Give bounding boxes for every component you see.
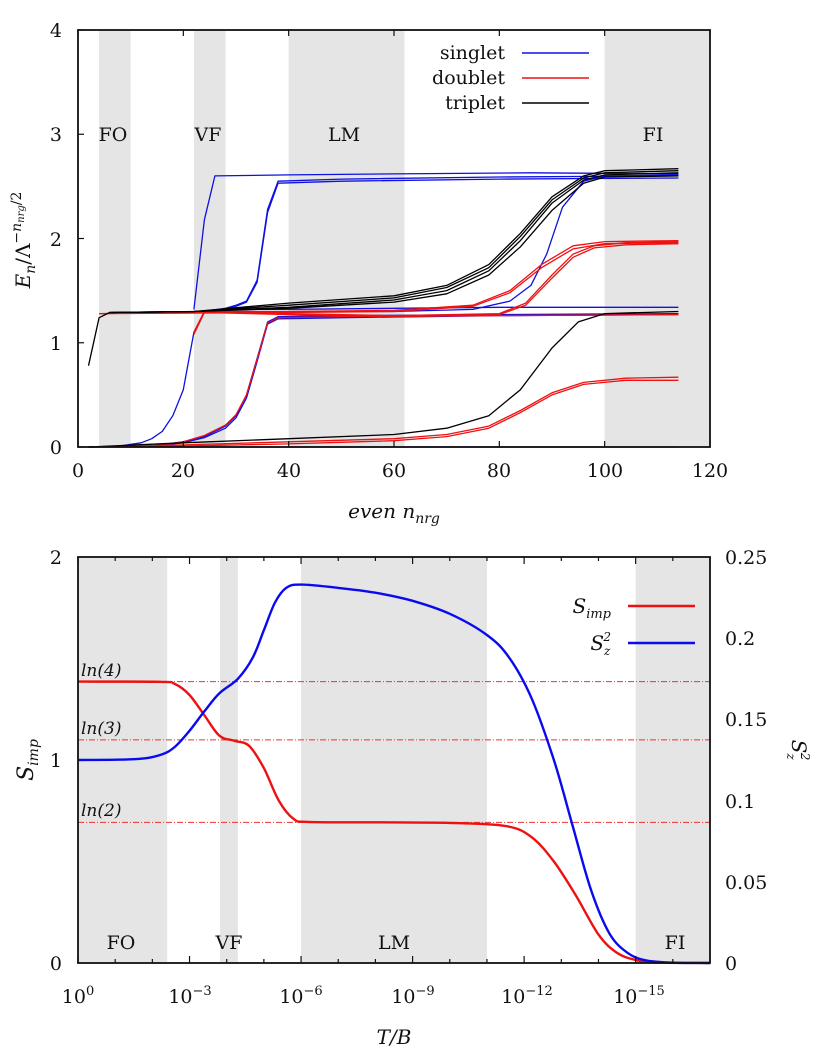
series-doublet	[88, 376, 679, 448]
x-tick-label: 10−12	[501, 984, 553, 1008]
x-tick-label: 20	[171, 460, 195, 482]
legend-label-doublet: doublet	[432, 67, 505, 89]
y-tick-label: 1	[50, 333, 62, 355]
y-axis-title: En/Λ−nnrg/2	[9, 192, 39, 290]
x-tick-label: 100	[62, 984, 94, 1008]
x-axis-title: T/B	[377, 1025, 412, 1049]
y2-tick-label: 0.2	[725, 628, 755, 650]
x-tick-label: 120	[692, 460, 728, 482]
x-tick-labels: 0 20 40 60 80 100 120	[72, 460, 728, 482]
regime-band-fi	[604, 30, 710, 447]
y-tick-label: 4	[50, 20, 62, 42]
x-tick-label: 80	[487, 460, 511, 482]
ln2-label: ln(2)	[81, 801, 121, 821]
axis-ticks	[77, 29, 711, 448]
entropy-chart: ln(4) ln(3) ln(2) 100 10−3 10−6 10−9 10−…	[14, 547, 812, 1049]
x-tick-label: 100	[587, 460, 623, 482]
series-doublet	[88, 379, 679, 448]
y-tick-labels-left: 0 1 2	[50, 547, 62, 975]
y-tick-label: 3	[50, 124, 62, 146]
series-doublet	[193, 240, 679, 333]
region-label-fi: FI	[643, 124, 664, 146]
series-simp	[77, 680, 711, 965]
legend: singlet doublet triplet	[432, 42, 589, 114]
y-tick-label: 0	[50, 437, 62, 459]
y2-tick-label: 0.05	[725, 872, 767, 894]
y-tick-labels-right: 0 0.05 0.1 0.15 0.2 0.25	[725, 547, 767, 975]
plot-frame	[77, 556, 711, 964]
x-tick-label: 10−15	[613, 984, 665, 1008]
series-triplet	[88, 310, 679, 448]
energy-flow-chart: 0 20 40 60 80 100 120 0 1 2 3 4 FO VF LM…	[9, 20, 728, 527]
region-labels: FO VF LM FI	[107, 932, 686, 954]
regime-band-lm	[288, 30, 405, 447]
y2-tick-label: 0.1	[725, 791, 755, 813]
y-tick-labels: 0 1 2 3 4	[50, 20, 62, 459]
region-label-vf: VF	[194, 124, 222, 146]
reference-line-labels: ln(4) ln(3) ln(2)	[81, 661, 121, 821]
y-axis-title-left: Simp	[14, 739, 42, 781]
region-label-lm: LM	[378, 932, 410, 954]
region-label-lm: LM	[328, 124, 360, 146]
series-triplet	[109, 172, 679, 314]
series-sz2	[77, 583, 711, 965]
legend-label-sz2: Sz2	[590, 630, 611, 658]
y2-tick-label: 0.25	[725, 547, 767, 569]
x-tick-label: 40	[277, 460, 301, 482]
regime-band-vf	[193, 30, 226, 447]
region-label-fo: FO	[107, 932, 136, 954]
x-tick-label: 10−3	[168, 984, 211, 1008]
legend-label-simp: Simp	[572, 594, 611, 622]
ln3-label: ln(3)	[81, 719, 121, 739]
axis-ticks	[77, 557, 711, 963]
x-tick-label: 10−6	[279, 984, 322, 1008]
legend-label-singlet: singlet	[440, 42, 506, 64]
series-singlet	[193, 172, 679, 310]
regime-band-vf	[220, 557, 238, 963]
regime-band-fi	[635, 557, 710, 963]
entropy-series	[77, 583, 711, 965]
region-labels: FO VF LM FI	[99, 124, 664, 146]
y2-tick-label: 0	[725, 953, 737, 975]
regime-bands	[78, 557, 710, 963]
legend-label-triplet: triplet	[445, 92, 505, 114]
region-label-fi: FI	[665, 932, 686, 954]
y-axis-title-right: Sz2	[784, 740, 812, 761]
series-doublet	[193, 243, 679, 335]
legend: Simp Sz2	[572, 594, 695, 658]
y-tick-label: 2	[50, 229, 62, 251]
x-tick-label: 10−9	[391, 984, 434, 1008]
y-tick-label: 2	[50, 547, 62, 569]
series-triplet	[109, 175, 679, 314]
x-axis-title: even nnrg	[348, 499, 440, 527]
regime-bands	[99, 30, 710, 447]
x-tick-label: 0	[72, 460, 84, 482]
x-tick-labels: 100 10−3 10−6 10−9 10−12 10−15	[62, 984, 665, 1008]
region-label-fo: FO	[99, 124, 128, 146]
series-singlet	[88, 306, 679, 448]
ln4-label: ln(4)	[81, 661, 121, 681]
region-label-vf: VF	[215, 932, 243, 954]
y-tick-label: 0	[50, 953, 62, 975]
energy-level-series	[87, 168, 679, 448]
y2-tick-label: 0.15	[725, 709, 767, 731]
regime-band-fo	[99, 30, 131, 447]
x-tick-label: 60	[382, 460, 406, 482]
y-tick-label: 1	[50, 750, 62, 772]
series-triplet	[109, 170, 679, 314]
regime-band-lm	[301, 557, 487, 963]
